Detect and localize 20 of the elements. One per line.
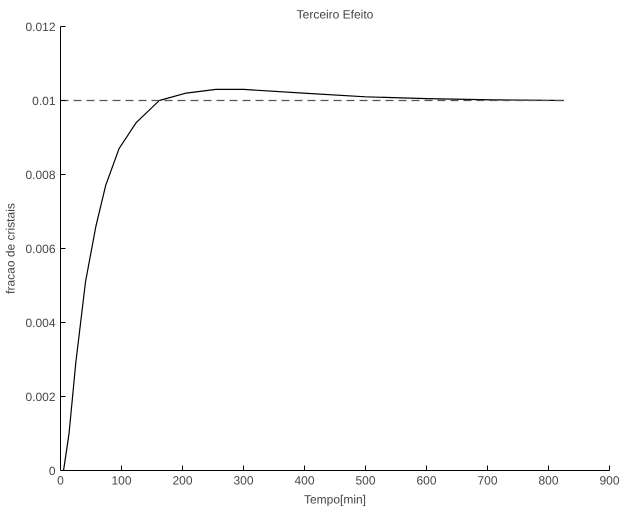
y-tick-label: 0.002 [25,390,56,404]
x-tick-label: 400 [294,474,315,488]
x-tick-label: 600 [416,474,437,488]
y-tick-label: 0.012 [25,20,56,34]
y-tick-label: 0.006 [25,242,56,256]
x-tick-label: 800 [538,474,559,488]
x-tick-label: 0 [57,474,64,488]
x-tick-label: 700 [477,474,498,488]
x-tick-label: 500 [355,474,376,488]
x-tick-label: 900 [599,474,620,488]
y-tick-label: 0.008 [25,168,56,182]
x-tick-label: 300 [233,474,254,488]
chart-title: Terceiro Efeito [296,8,374,22]
y-tick-label: 0 [48,464,56,478]
y-tick-label: 0.01 [32,94,56,108]
x-tick-label: 100 [111,474,132,488]
x-axis-title: Tempo[min] [304,492,366,506]
x-tick-label: 200 [172,474,193,488]
y-axis-title: fracao de cristais [3,203,18,294]
y-tick-label: 0.004 [25,316,56,330]
